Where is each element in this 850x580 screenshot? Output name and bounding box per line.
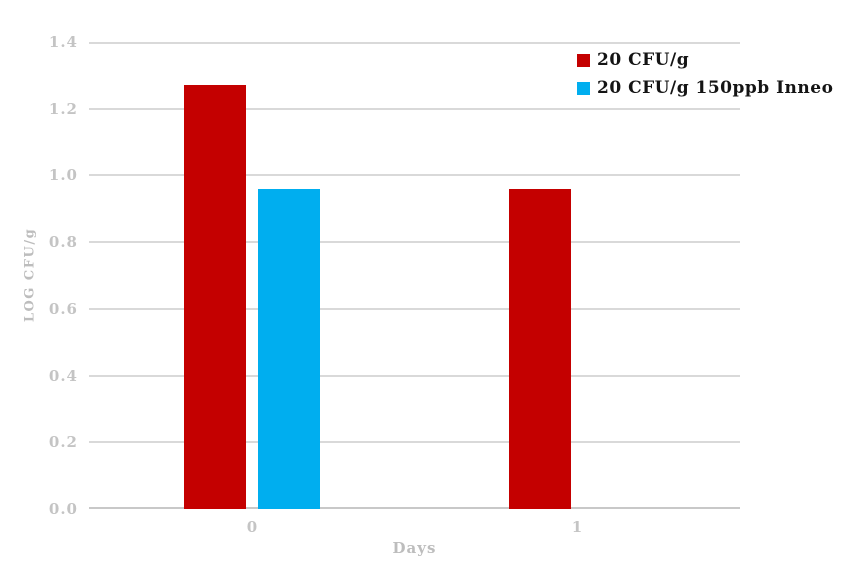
bar [509, 189, 571, 509]
legend-item: 20 CFU/g 150ppb Inneo [577, 74, 833, 102]
plot-area [89, 42, 740, 509]
legend-item: 20 CFU/g [577, 46, 833, 74]
y-tick-label: 0.2 [48, 433, 78, 451]
legend: 20 CFU/g 20 CFU/g 150ppb Inneo [577, 46, 833, 102]
y-tick-label: 0.6 [48, 300, 78, 318]
y-axis-tick-labels: 0.0 0.2 0.4 0.6 0.8 1.0 1.2 1.4 [0, 33, 78, 518]
legend-label: 20 CFU/g [597, 50, 690, 70]
bar [258, 189, 320, 509]
x-axis-title: Days [392, 539, 437, 557]
x-tick-label: 0 [246, 518, 258, 536]
legend-marker-icon [577, 53, 590, 67]
gridline [89, 241, 740, 243]
x-axis-line [89, 507, 740, 509]
gridline [89, 375, 740, 377]
x-tick-label: 1 [571, 518, 583, 536]
y-tick-label: 1.4 [48, 33, 78, 51]
gridline [89, 308, 740, 310]
legend-label: 20 CFU/g 150ppb Inneo [597, 78, 834, 98]
gridline [89, 108, 740, 110]
y-tick-label: 0.4 [48, 367, 78, 385]
bar [184, 85, 246, 509]
y-tick-label: 0.0 [48, 500, 78, 518]
legend-marker-icon [577, 81, 590, 95]
y-tick-label: 1.2 [48, 100, 78, 118]
y-tick-label: 1.0 [48, 166, 78, 184]
gridline [89, 42, 740, 44]
gridline [89, 174, 740, 176]
gridline [89, 441, 740, 443]
y-tick-label: 0.8 [48, 233, 78, 251]
